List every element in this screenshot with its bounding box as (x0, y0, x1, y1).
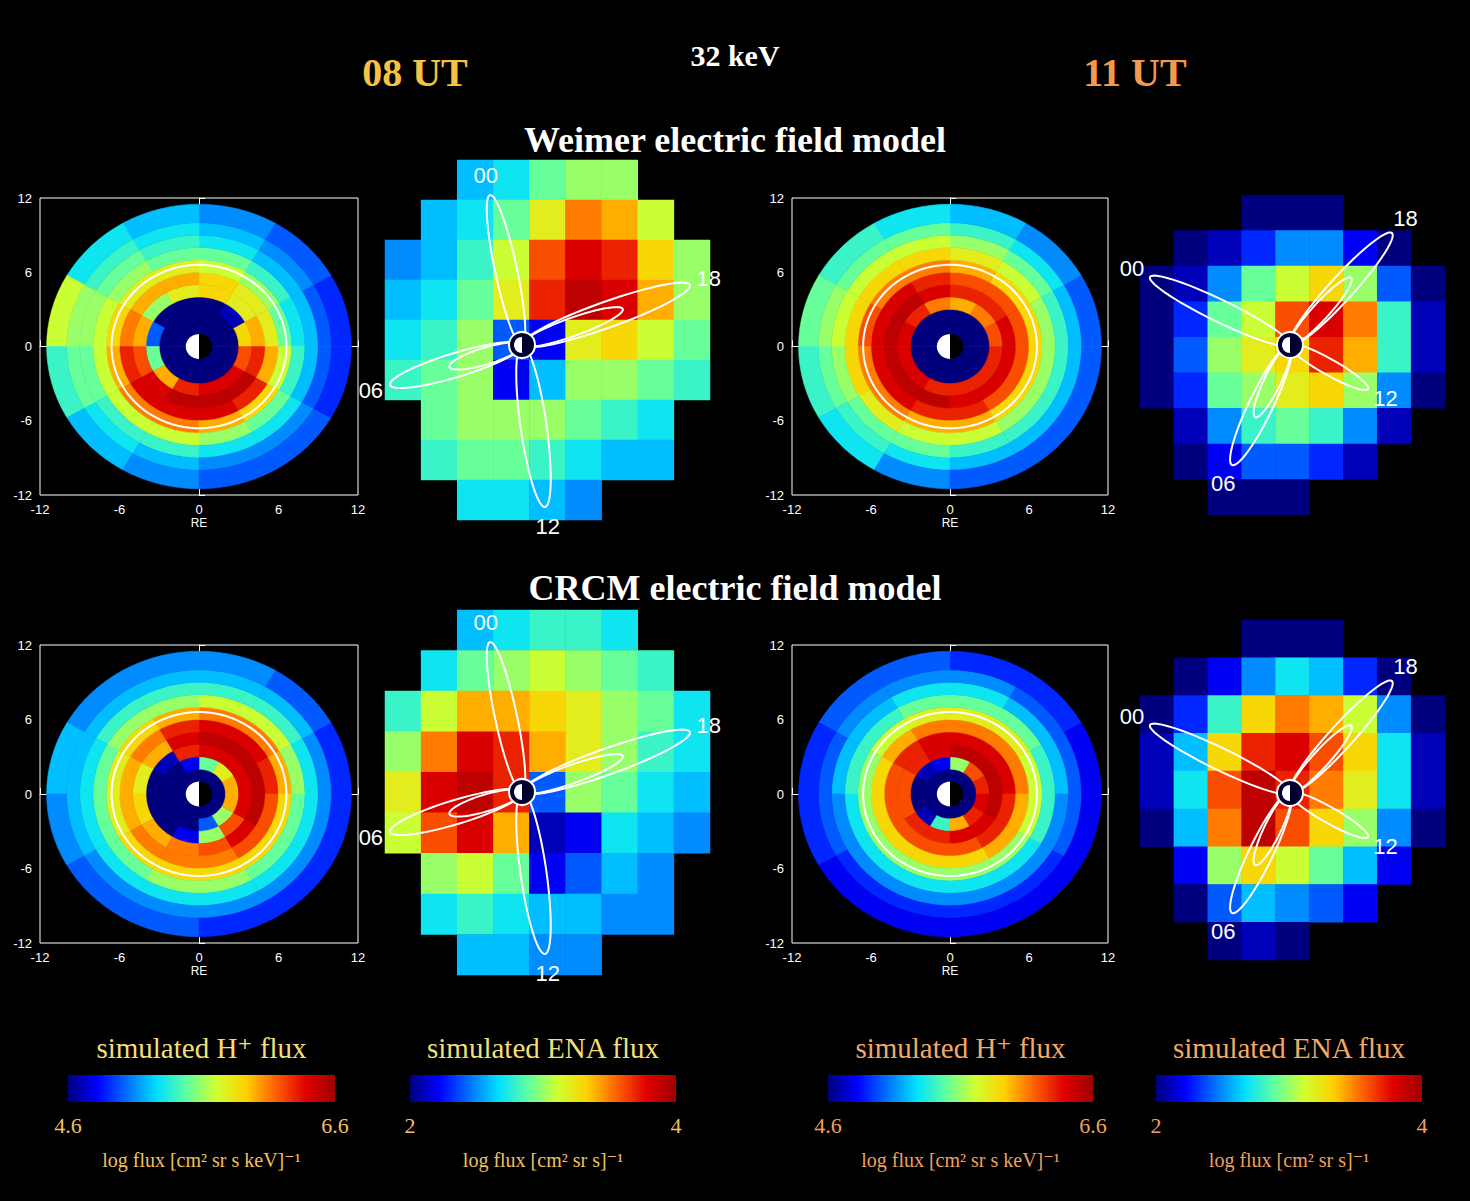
svg-text:18: 18 (1393, 654, 1417, 679)
svg-text:6: 6 (1025, 950, 1032, 965)
svg-text:0: 0 (946, 502, 953, 517)
svg-text:6.6: 6.6 (321, 1113, 349, 1138)
svg-text:06: 06 (1211, 471, 1235, 496)
svg-text:simulated H⁺ flux: simulated H⁺ flux (96, 1032, 307, 1064)
svg-text:RE: RE (942, 516, 959, 530)
svg-text:6: 6 (25, 265, 32, 280)
svg-text:00: 00 (474, 610, 498, 635)
svg-text:-12: -12 (765, 488, 784, 503)
svg-text:12: 12 (1101, 502, 1115, 517)
svg-text:32 keV: 32 keV (690, 39, 780, 72)
svg-text:0: 0 (946, 950, 953, 965)
svg-text:18: 18 (697, 266, 721, 291)
svg-text:4.6: 4.6 (814, 1113, 842, 1138)
svg-text:6: 6 (777, 712, 784, 727)
svg-text:0: 0 (195, 950, 202, 965)
svg-text:simulated H⁺ flux: simulated H⁺ flux (855, 1032, 1066, 1064)
svg-text:12: 12 (351, 950, 365, 965)
svg-text:RE: RE (191, 964, 208, 978)
svg-text:-6: -6 (865, 502, 877, 517)
svg-text:-12: -12 (783, 502, 802, 517)
svg-text:-12: -12 (783, 950, 802, 965)
svg-text:log flux [cm² sr s keV]⁻¹: log flux [cm² sr s keV]⁻¹ (861, 1149, 1060, 1172)
svg-text:18: 18 (697, 713, 721, 738)
svg-text:2: 2 (1151, 1113, 1162, 1138)
svg-text:12: 12 (536, 514, 560, 539)
svg-text:06: 06 (359, 825, 383, 850)
svg-text:08 UT: 08 UT (362, 50, 468, 95)
svg-text:RE: RE (942, 964, 959, 978)
svg-text:CRCM electric field model: CRCM electric field model (529, 568, 942, 608)
svg-text:-6: -6 (772, 413, 784, 428)
svg-text:6: 6 (275, 950, 282, 965)
svg-text:6: 6 (777, 265, 784, 280)
svg-text:0: 0 (195, 502, 202, 517)
svg-text:RE: RE (191, 516, 208, 530)
svg-text:-12: -12 (31, 502, 50, 517)
svg-text:6: 6 (275, 502, 282, 517)
svg-text:4: 4 (1417, 1113, 1428, 1138)
svg-text:00: 00 (474, 163, 498, 188)
svg-text:12: 12 (536, 961, 560, 986)
svg-text:6.6: 6.6 (1079, 1113, 1107, 1138)
svg-text:6: 6 (1025, 502, 1032, 517)
svg-text:6: 6 (25, 712, 32, 727)
svg-text:log flux [cm² sr s keV]⁻¹: log flux [cm² sr s keV]⁻¹ (102, 1149, 301, 1172)
svg-text:11 UT: 11 UT (1083, 50, 1187, 95)
svg-text:12: 12 (1101, 950, 1115, 965)
svg-text:4: 4 (671, 1113, 682, 1138)
svg-text:12: 12 (18, 191, 32, 206)
svg-text:0: 0 (25, 339, 32, 354)
svg-text:-6: -6 (772, 861, 784, 876)
svg-text:-12: -12 (13, 936, 32, 951)
svg-text:00: 00 (1120, 256, 1144, 281)
svg-text:00: 00 (1120, 704, 1144, 729)
svg-text:log flux [cm² sr s]⁻¹: log flux [cm² sr s]⁻¹ (463, 1149, 623, 1172)
svg-text:-6: -6 (114, 502, 126, 517)
svg-text:12: 12 (18, 638, 32, 653)
svg-text:12: 12 (770, 191, 784, 206)
svg-text:2: 2 (405, 1113, 416, 1138)
svg-text:06: 06 (1211, 919, 1235, 944)
svg-text:0: 0 (25, 787, 32, 802)
svg-text:12: 12 (1373, 834, 1397, 859)
svg-text:18: 18 (1393, 206, 1417, 231)
svg-text:0: 0 (777, 339, 784, 354)
svg-text:-12: -12 (31, 950, 50, 965)
svg-text:-6: -6 (114, 950, 126, 965)
svg-text:12: 12 (770, 638, 784, 653)
svg-text:simulated ENA flux: simulated ENA flux (427, 1032, 659, 1064)
svg-text:log flux [cm² sr s]⁻¹: log flux [cm² sr s]⁻¹ (1209, 1149, 1369, 1172)
svg-text:12: 12 (351, 502, 365, 517)
svg-text:4.6: 4.6 (54, 1113, 82, 1138)
svg-text:-6: -6 (20, 413, 32, 428)
svg-text:12: 12 (1373, 386, 1397, 411)
svg-text:simulated ENA flux: simulated ENA flux (1173, 1032, 1405, 1064)
svg-text:0: 0 (777, 787, 784, 802)
svg-text:Weimer electric field model: Weimer electric field model (524, 120, 946, 160)
svg-text:-6: -6 (20, 861, 32, 876)
svg-text:06: 06 (359, 378, 383, 403)
svg-text:-6: -6 (865, 950, 877, 965)
svg-text:-12: -12 (765, 936, 784, 951)
svg-text:-12: -12 (13, 488, 32, 503)
